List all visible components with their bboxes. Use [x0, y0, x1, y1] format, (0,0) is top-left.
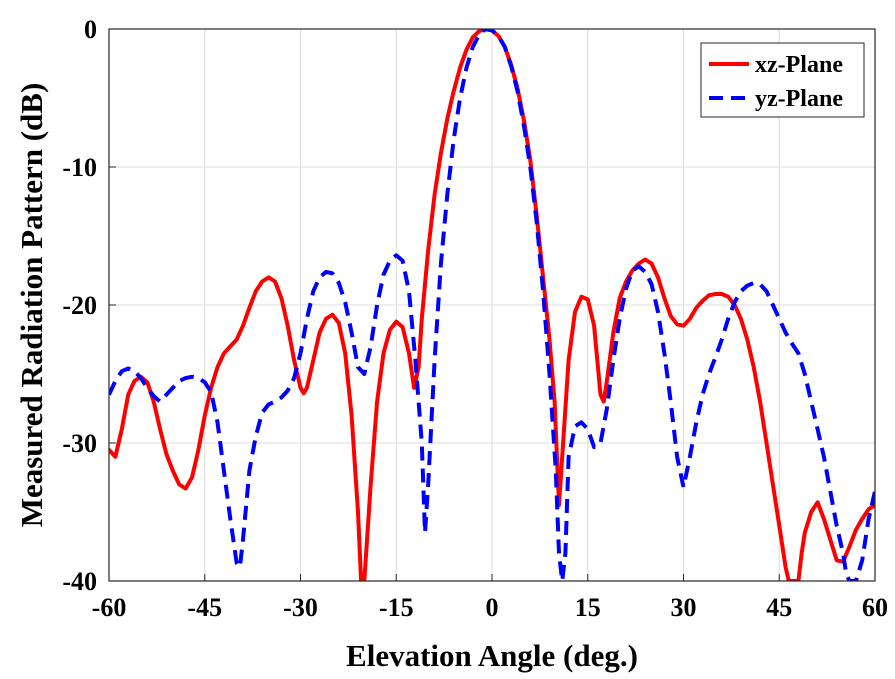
y-tick-labels: 0 -10 -20 -30 -40 — [62, 15, 97, 596]
x-tick-label: 30 — [671, 593, 697, 622]
y-tick-label: -30 — [62, 429, 97, 458]
x-tick-label: 15 — [575, 593, 601, 622]
y-axis-label: Measured Radiation Pattern (dB) — [14, 83, 49, 528]
legend: xz-Plane yz-Plane — [700, 42, 865, 118]
x-tick-label: -60 — [92, 593, 127, 622]
series-line-xz-plane — [109, 29, 875, 581]
x-axis-label: Elevation Angle (deg.) — [346, 638, 638, 673]
x-tick-label: 60 — [862, 593, 888, 622]
legend-label-yz-plane: yz-Plane — [755, 86, 843, 112]
x-tick-label: -45 — [187, 593, 222, 622]
grid-lines — [109, 29, 875, 581]
y-tick-label: -40 — [62, 567, 97, 596]
legend-box — [700, 42, 865, 118]
series-layer — [109, 29, 875, 581]
y-tick-label: -10 — [62, 153, 97, 182]
series-line-yz-plane — [109, 29, 875, 581]
x-tick-label: -30 — [283, 593, 318, 622]
tick-marks — [108, 28, 876, 582]
x-tick-label: 0 — [486, 593, 499, 622]
y-tick-label: 0 — [84, 15, 97, 44]
x-tick-label: 45 — [766, 593, 792, 622]
x-tick-labels: -60 -45 -30 -15 0 15 30 45 60 — [92, 593, 888, 622]
y-tick-label: -20 — [62, 291, 97, 320]
legend-label-xz-plane: xz-Plane — [755, 52, 843, 78]
x-tick-label: -15 — [379, 593, 414, 622]
